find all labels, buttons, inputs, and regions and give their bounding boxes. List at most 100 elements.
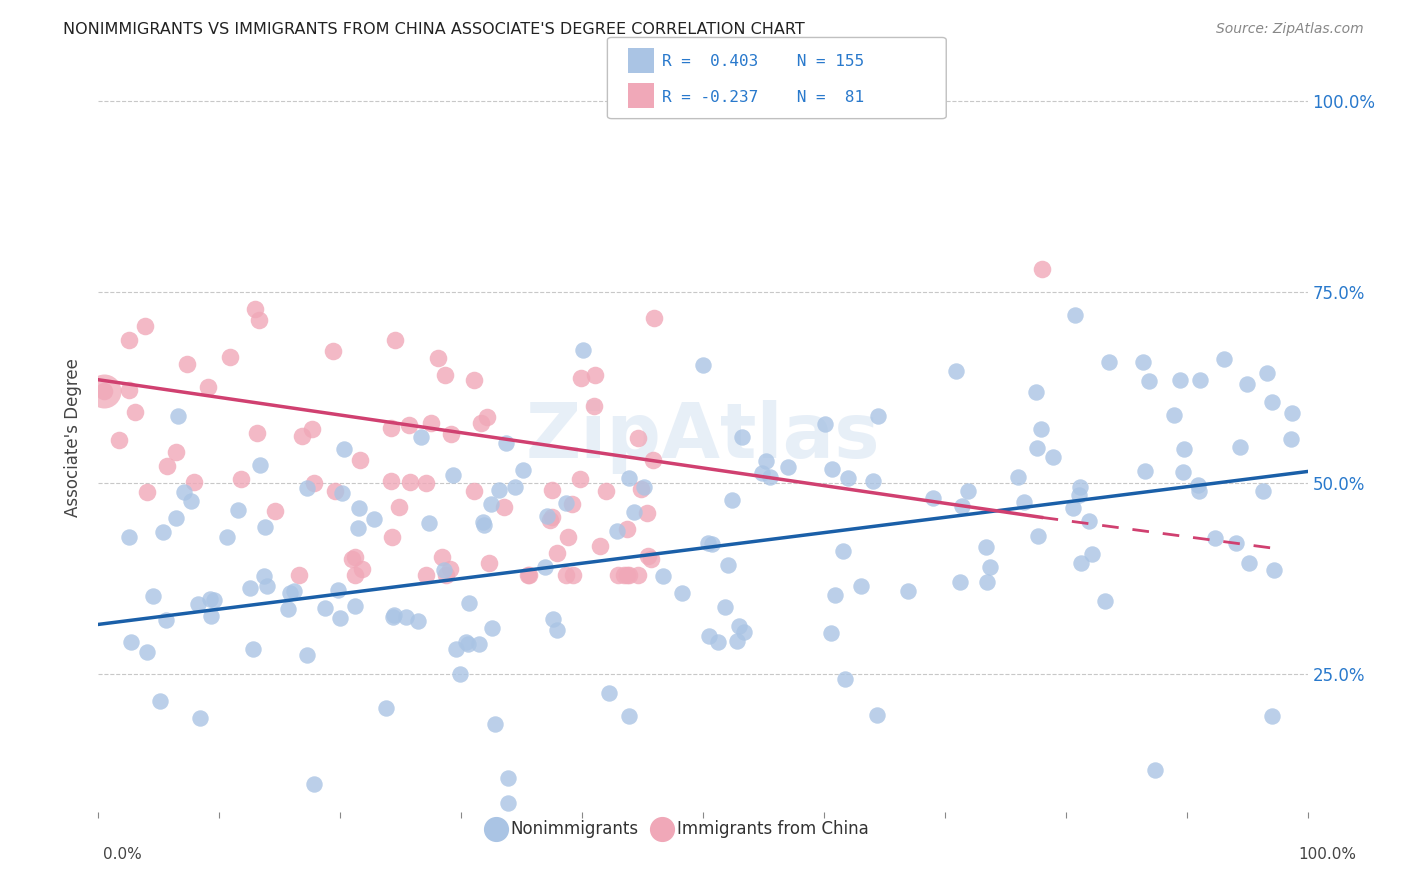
- Point: [229, 472, 252, 486]
- Point: [1261, 394, 1284, 409]
- Point: [1281, 406, 1303, 420]
- Point: [949, 575, 972, 590]
- Point: [1094, 594, 1116, 608]
- Point: [399, 475, 422, 489]
- Point: [388, 500, 411, 514]
- Point: [1012, 494, 1035, 508]
- Point: [165, 445, 187, 459]
- Point: [477, 410, 499, 425]
- Point: [583, 400, 606, 414]
- Point: [837, 471, 859, 485]
- Point: [733, 625, 755, 640]
- Point: [457, 596, 479, 610]
- Point: [699, 629, 721, 643]
- Point: [613, 567, 636, 582]
- Point: [381, 530, 404, 544]
- Point: [188, 711, 211, 725]
- Point: [173, 484, 195, 499]
- Point: [1137, 374, 1160, 388]
- Point: [496, 771, 519, 785]
- Point: [433, 368, 456, 382]
- Point: [569, 371, 592, 385]
- Point: [1213, 351, 1236, 366]
- Point: [398, 418, 420, 433]
- Point: [472, 517, 495, 532]
- Point: [516, 567, 538, 582]
- Point: [380, 420, 402, 434]
- Point: [554, 567, 576, 582]
- Point: [124, 405, 146, 419]
- Point: [1077, 515, 1099, 529]
- Point: [630, 482, 652, 496]
- Point: [1229, 441, 1251, 455]
- Point: [1069, 480, 1091, 494]
- Point: [714, 599, 737, 614]
- Point: [156, 458, 179, 473]
- Point: [108, 434, 131, 448]
- Text: ZipAtlas: ZipAtlas: [526, 401, 880, 474]
- Point: [374, 700, 396, 714]
- Point: [831, 544, 853, 558]
- Point: [1144, 763, 1167, 777]
- Point: [541, 510, 564, 524]
- Point: [322, 343, 344, 358]
- Point: [595, 484, 617, 499]
- Point: [976, 574, 998, 589]
- Point: [136, 485, 159, 500]
- Point: [616, 567, 638, 582]
- Point: [439, 562, 461, 576]
- Point: [512, 463, 534, 477]
- Point: [343, 599, 366, 614]
- Point: [1007, 470, 1029, 484]
- Point: [183, 475, 205, 490]
- Point: [619, 471, 641, 485]
- Point: [1225, 536, 1247, 550]
- Point: [1251, 484, 1274, 499]
- Point: [278, 586, 301, 600]
- Point: [481, 621, 503, 635]
- Point: [418, 516, 440, 530]
- Point: [834, 672, 856, 686]
- Point: [950, 499, 973, 513]
- Point: [288, 567, 311, 582]
- Point: [1070, 556, 1092, 570]
- Point: [1189, 373, 1212, 387]
- Point: [256, 579, 278, 593]
- Point: [1237, 556, 1260, 570]
- Point: [851, 579, 873, 593]
- Point: [302, 776, 325, 790]
- Point: [477, 556, 499, 570]
- Point: [142, 589, 165, 603]
- Point: [534, 559, 557, 574]
- Point: [457, 637, 479, 651]
- Legend: Nonimmigrants, Immigrants from China: Nonimmigrants, Immigrants from China: [482, 814, 876, 845]
- Point: [637, 549, 659, 563]
- Point: [180, 494, 202, 508]
- Point: [283, 584, 305, 599]
- Point: [93, 384, 115, 399]
- Point: [454, 635, 477, 649]
- Point: [1173, 442, 1195, 457]
- Point: [862, 474, 884, 488]
- Point: [440, 427, 463, 442]
- Point: [1168, 372, 1191, 386]
- Point: [415, 476, 437, 491]
- Point: [495, 435, 517, 450]
- Point: [1042, 450, 1064, 465]
- Point: [166, 409, 188, 424]
- Point: [519, 567, 541, 582]
- Point: [136, 645, 159, 659]
- Point: [200, 592, 222, 607]
- Point: [426, 351, 449, 365]
- Point: [1171, 465, 1194, 479]
- Point: [956, 483, 979, 498]
- Point: [1204, 532, 1226, 546]
- Point: [897, 584, 920, 599]
- Point: [721, 493, 744, 508]
- Point: [347, 521, 370, 535]
- Point: [1263, 563, 1285, 577]
- Point: [692, 358, 714, 372]
- Point: [776, 459, 799, 474]
- Point: [538, 513, 561, 527]
- Point: [1188, 484, 1211, 499]
